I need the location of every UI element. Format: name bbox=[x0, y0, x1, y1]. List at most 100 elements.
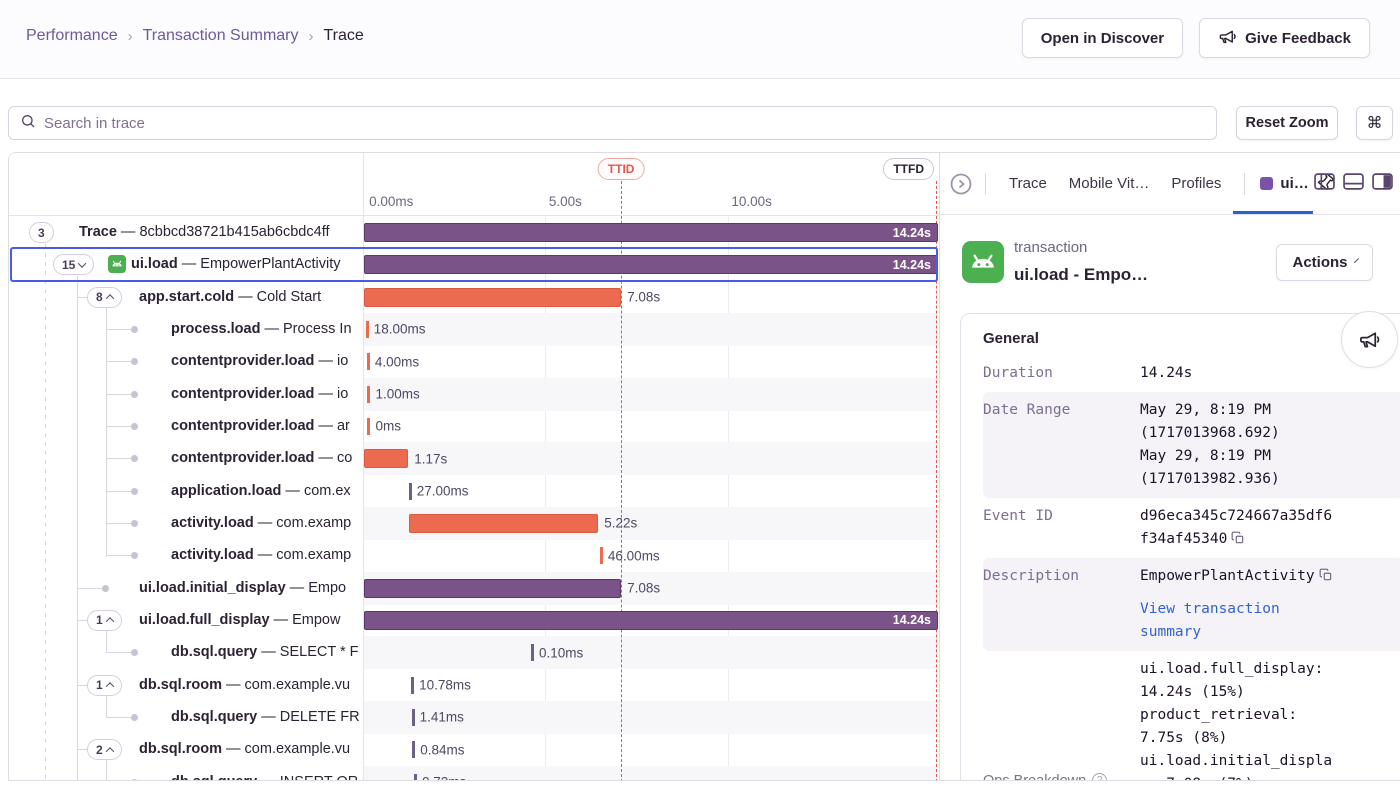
span-duration-tick[interactable] bbox=[599, 547, 603, 565]
span-duration-bar[interactable] bbox=[409, 513, 599, 533]
timeline-row[interactable]: 0.84ms bbox=[364, 733, 938, 766]
span-duration-tick[interactable] bbox=[408, 482, 412, 500]
expand-drawer-icon[interactable] bbox=[949, 172, 973, 196]
chevron-up-icon bbox=[105, 746, 114, 756]
help-icon[interactable]: ? bbox=[1092, 773, 1108, 780]
child-count-badge[interactable]: 15 bbox=[53, 254, 95, 276]
tab-active-span[interactable]: ui… bbox=[1260, 175, 1309, 192]
child-count-badge[interactable]: 1 bbox=[87, 609, 122, 631]
span-duration-bar[interactable] bbox=[364, 287, 622, 307]
trace-tree-row[interactable]: db.sql.query — SELECT * F bbox=[9, 636, 363, 669]
detail-row-value: May 29, 8:19 PM (1717013968.692) May 29, 8… bbox=[1140, 402, 1280, 487]
span-duration-bar[interactable] bbox=[364, 449, 409, 469]
shortcut-key-button[interactable]: ⌘ bbox=[1356, 106, 1393, 140]
copy-icon[interactable] bbox=[1231, 530, 1245, 544]
open-in-discover-button[interactable]: Open in Discover bbox=[1021, 18, 1184, 58]
trace-tree-row[interactable]: process.load — Process In bbox=[9, 313, 363, 346]
trace-tree-row[interactable]: contentprovider.load — io bbox=[9, 378, 363, 411]
layout-right-panel-icon[interactable] bbox=[1372, 173, 1393, 195]
timeline-row[interactable]: 7.08s bbox=[364, 571, 938, 605]
tree-connector bbox=[106, 328, 131, 330]
timeline-row[interactable]: 14.24s bbox=[364, 604, 938, 637]
trace-tree-row[interactable]: db.sql.query — INSERT OR bbox=[9, 766, 363, 780]
span-duration-tick[interactable] bbox=[365, 320, 369, 338]
trace-tree-row[interactable]: 15 ui.load — EmpowerPlantActivity bbox=[9, 248, 363, 281]
timeline-row[interactable]: 4.00ms bbox=[364, 345, 938, 378]
reset-zoom-button[interactable]: Reset Zoom bbox=[1236, 106, 1338, 140]
timeline-row[interactable]: 0ms bbox=[364, 410, 938, 443]
layout-bottom-panel-icon[interactable] bbox=[1343, 173, 1364, 195]
copy-icon[interactable] bbox=[1319, 567, 1333, 581]
trace-tree-row[interactable]: 3 Trace — 8cbbcd38721b415ab6cbdc4ff bbox=[9, 216, 363, 249]
child-count-badge[interactable]: 8 bbox=[87, 286, 122, 308]
span-duration-tick[interactable] bbox=[366, 353, 370, 371]
timeline-row[interactable]: 14.24s bbox=[364, 248, 938, 281]
tree-guide-line bbox=[106, 696, 107, 717]
timeline-row[interactable]: 10.78ms bbox=[364, 669, 938, 702]
trace-tree-row[interactable]: contentprovider.load — ar bbox=[9, 410, 363, 443]
breadcrumb-separator: › bbox=[308, 27, 314, 45]
trace-tree-row[interactable]: activity.load — com.examp bbox=[9, 507, 363, 540]
timeline-row[interactable]: 18.00ms bbox=[364, 312, 938, 346]
breadcrumb-item[interactable]: Transaction Summary bbox=[142, 27, 299, 44]
span-duration-tick[interactable] bbox=[367, 417, 371, 435]
trace-tree-row[interactable]: 1 ui.load.full_display — Empow bbox=[9, 604, 363, 637]
give-feedback-button[interactable]: Give Feedback bbox=[1199, 18, 1370, 58]
span-duration-bar[interactable]: 14.24s bbox=[364, 610, 938, 630]
trace-tree-row[interactable]: contentprovider.load — co bbox=[9, 442, 363, 475]
child-count-badge[interactable]: 1 bbox=[87, 674, 122, 696]
trace-tree-row[interactable]: 8 app.start.cold — Cold Start bbox=[9, 281, 363, 314]
span-duration-tick[interactable] bbox=[412, 741, 416, 759]
span-duration-tick[interactable] bbox=[411, 676, 415, 694]
open-in-discover-label: Open in Discover bbox=[1040, 29, 1165, 47]
span-duration-bar[interactable]: 14.24s bbox=[364, 255, 938, 275]
span-duration-label: 4.00ms bbox=[374, 354, 420, 370]
span-duration-tick[interactable] bbox=[413, 773, 417, 780]
timeline-row[interactable]: 5.22s bbox=[364, 506, 938, 540]
axis-gridline bbox=[545, 216, 547, 780]
layout-left-panel-icon[interactable] bbox=[1314, 173, 1335, 195]
span-label: process.load — Process In bbox=[171, 320, 352, 337]
timeline-row[interactable]: 27.00ms bbox=[364, 475, 938, 508]
child-count-badge[interactable]: 3 bbox=[29, 222, 54, 243]
trace-tree-row[interactable]: ui.load.initial_display — Empo bbox=[9, 572, 363, 605]
span-duration-tick[interactable] bbox=[531, 644, 535, 662]
trace-tree-row[interactable]: 1 db.sql.room — com.example.vu bbox=[9, 669, 363, 702]
breadcrumb-item[interactable]: Performance bbox=[26, 27, 118, 44]
timeline-row[interactable]: 14.24s bbox=[364, 216, 938, 249]
timeline-row[interactable]: 7.08s bbox=[364, 281, 938, 314]
actions-button[interactable]: Actions bbox=[1276, 244, 1373, 281]
span-duration-bar[interactable]: 14.24s bbox=[364, 223, 938, 242]
trace-tree-row[interactable]: application.load — com.ex bbox=[9, 475, 363, 508]
trace-search[interactable] bbox=[8, 106, 1217, 140]
trace-tree-row[interactable]: contentprovider.load — io bbox=[9, 345, 363, 378]
span-duration-bar[interactable] bbox=[364, 578, 622, 598]
timeline-row[interactable]: 1.17s bbox=[364, 442, 938, 476]
header-divider bbox=[9, 215, 939, 216]
tab-trace[interactable]: Trace bbox=[1009, 175, 1047, 192]
tree-node-dot bbox=[131, 390, 138, 398]
tree-node-dot bbox=[131, 325, 138, 333]
tab-mobile-vitals[interactable]: Mobile Vit… bbox=[1068, 175, 1150, 192]
timeline-pane[interactable]: 0.00ms 5.00s 10.00s TTID TTFD 14.24s 14.24s 7.0… bbox=[364, 153, 938, 780]
feedback-float-button[interactable] bbox=[1341, 311, 1398, 368]
timeline-row[interactable]: 46.00ms bbox=[364, 539, 938, 572]
chevron-down-icon bbox=[1353, 257, 1359, 263]
trace-tree-row[interactable]: activity.load — com.examp bbox=[9, 539, 363, 572]
timeline-row[interactable]: 1.41ms bbox=[364, 700, 938, 734]
timeline-row[interactable]: 0.72ms bbox=[364, 765, 938, 780]
tree-node-dot bbox=[102, 584, 109, 592]
span-duration-tick[interactable] bbox=[367, 385, 371, 403]
child-count-badge[interactable]: 2 bbox=[87, 739, 122, 761]
tree-node-dot bbox=[131, 487, 138, 495]
timeline-row[interactable]: 1.00ms bbox=[364, 377, 938, 411]
tree-guide-line bbox=[106, 631, 107, 652]
search-input[interactable] bbox=[44, 114, 1205, 132]
tab-profiles[interactable]: Profiles bbox=[1171, 175, 1222, 192]
trace-tree-row[interactable]: 2 db.sql.room — com.example.vu bbox=[9, 733, 363, 766]
trace-tree-row[interactable]: db.sql.query — DELETE FR bbox=[9, 701, 363, 734]
span-duration-tick[interactable] bbox=[411, 708, 415, 726]
timeline-row[interactable]: 0.10ms bbox=[364, 636, 938, 670]
span-duration-label: 1.41ms bbox=[419, 709, 464, 725]
view-transaction-summary-link[interactable]: View transaction summary bbox=[1140, 601, 1280, 640]
